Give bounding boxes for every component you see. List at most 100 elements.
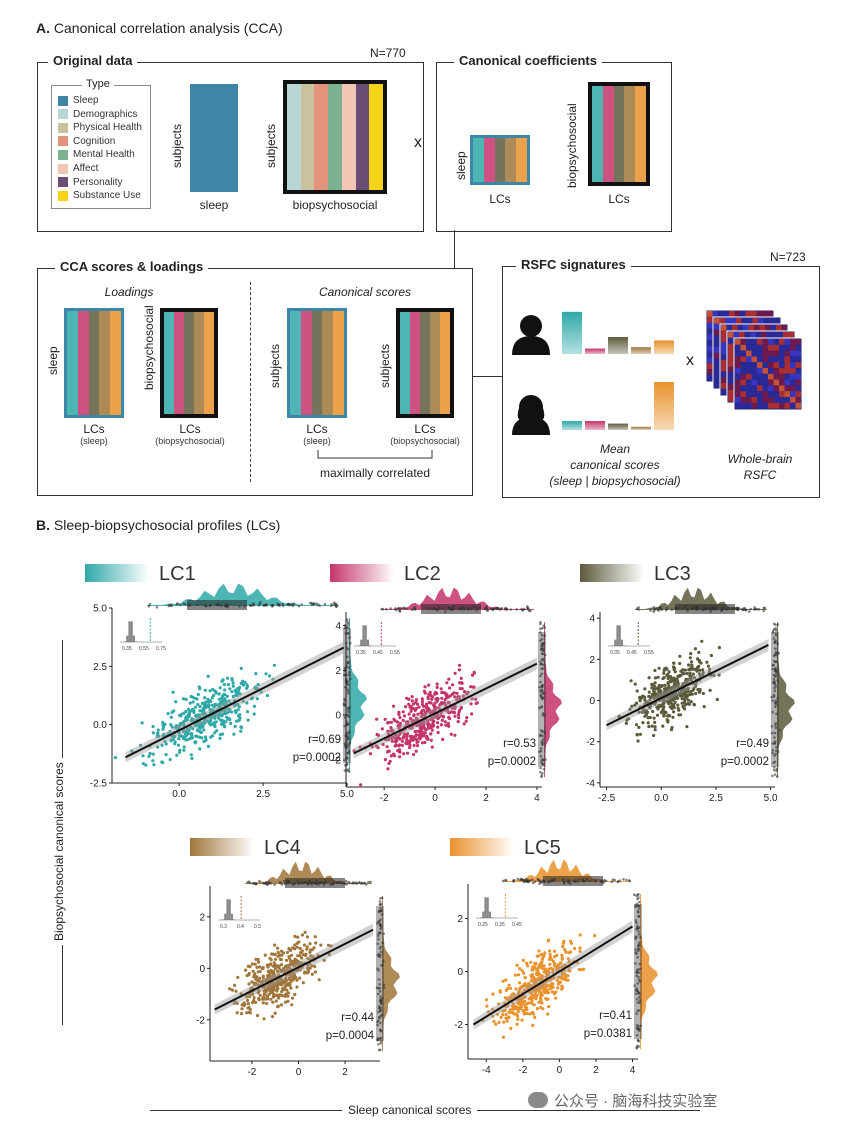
scatter-point xyxy=(457,697,461,701)
x-tick-label: 2 xyxy=(593,1065,599,1076)
maximally-correlated-label: maximally correlated xyxy=(319,466,431,480)
marginal-point xyxy=(634,937,637,940)
marginal-point xyxy=(519,877,523,881)
scatter-point xyxy=(428,710,432,714)
lc-stripe xyxy=(88,311,100,415)
scatter-point xyxy=(436,721,440,725)
regression-line xyxy=(472,925,634,1026)
scatter-point xyxy=(686,693,690,697)
scatter-point xyxy=(242,1001,246,1005)
scatter-point xyxy=(256,983,260,987)
scatter-point xyxy=(708,667,712,671)
scatter-point xyxy=(697,658,701,662)
marginal-point xyxy=(692,607,695,610)
scatter-point xyxy=(264,672,268,676)
scatter-point xyxy=(156,731,160,735)
legend-swatch xyxy=(58,149,68,160)
lc-stripe xyxy=(430,312,440,414)
scatter-point xyxy=(240,1012,244,1016)
scatter-point xyxy=(492,1019,496,1023)
scatter-point xyxy=(271,990,275,994)
legend-label: Demographics xyxy=(73,108,138,120)
scatter-point xyxy=(276,954,280,958)
marginal-point xyxy=(300,603,304,606)
scatter-point xyxy=(313,964,317,969)
marginal-point xyxy=(772,654,776,658)
scatter-point xyxy=(633,682,637,686)
scatter-point xyxy=(279,1003,284,1007)
marginal-point xyxy=(636,955,639,959)
scatter-point xyxy=(462,722,466,726)
marginal-point xyxy=(525,605,529,608)
scatter-point xyxy=(413,729,417,734)
scatter-point xyxy=(319,943,323,947)
permutation-inset: 0.3 0.4 0.5 xyxy=(218,896,261,930)
inset-bar xyxy=(364,625,367,646)
marginal-point xyxy=(278,881,281,884)
marginal-point xyxy=(346,706,350,710)
scatter-point xyxy=(525,1001,529,1006)
marginal-point xyxy=(772,663,775,667)
scatter-point xyxy=(308,966,312,970)
marginal-point xyxy=(771,667,775,671)
scatter-point xyxy=(257,960,261,964)
scatter-point xyxy=(407,712,411,716)
legend-label: Mental Health xyxy=(73,149,135,161)
scatter-point xyxy=(196,702,200,707)
scatter-point xyxy=(555,953,559,957)
marginal-point xyxy=(543,626,546,629)
scatter-point xyxy=(456,720,460,724)
scatter-point xyxy=(388,759,392,763)
scatter-point xyxy=(717,646,721,650)
scatter-point xyxy=(430,728,434,732)
marginal-point xyxy=(664,608,668,612)
scatter-point xyxy=(546,939,550,943)
scatter-point xyxy=(406,741,410,745)
scatter-point xyxy=(522,971,526,975)
marginal-point xyxy=(382,983,386,987)
scatter-point xyxy=(539,1005,543,1010)
scatter-point xyxy=(298,946,302,950)
scatter-point xyxy=(253,972,257,976)
marginal-point xyxy=(300,881,304,885)
scatter-point xyxy=(706,664,710,668)
marginal-point xyxy=(754,608,757,611)
scatter-point xyxy=(541,982,545,986)
marginal-point xyxy=(757,607,761,611)
marginal-point xyxy=(333,601,336,604)
scatter-point xyxy=(226,683,230,687)
marginal-point xyxy=(772,627,776,631)
scatter-point xyxy=(470,697,474,701)
scatter-point xyxy=(425,702,429,706)
marginal-point xyxy=(635,921,638,924)
scatter-point xyxy=(221,694,225,698)
scatter-point xyxy=(274,999,278,1003)
scatter-point xyxy=(439,702,443,706)
marginal-point xyxy=(770,695,773,699)
scatter-point xyxy=(529,960,533,964)
canonical-scores-label: Canonical scores xyxy=(318,285,412,299)
inset-bar xyxy=(126,635,129,642)
p-value: p=0.0004 xyxy=(326,1030,375,1042)
marginal-point xyxy=(748,610,751,613)
marginal-point xyxy=(771,749,775,752)
scatter-point xyxy=(533,1015,537,1019)
scatter-point xyxy=(237,718,241,722)
scatter-point xyxy=(151,725,155,729)
marginal-point xyxy=(148,602,152,606)
scatter-point xyxy=(286,991,290,995)
scatter-point xyxy=(359,783,363,787)
legend-swatch xyxy=(58,109,68,120)
marginal-point xyxy=(582,879,585,882)
scatter-point xyxy=(653,720,657,724)
scatter-point xyxy=(169,723,173,727)
scatter-point xyxy=(654,687,658,691)
marginal-point xyxy=(725,607,728,611)
scatter-point xyxy=(547,1005,551,1009)
marginal-point xyxy=(731,607,734,611)
scatter-point xyxy=(278,982,283,986)
marginal-point xyxy=(774,726,778,730)
marginal-point xyxy=(349,641,352,645)
marginal-point xyxy=(772,677,776,681)
top-density xyxy=(147,583,339,606)
